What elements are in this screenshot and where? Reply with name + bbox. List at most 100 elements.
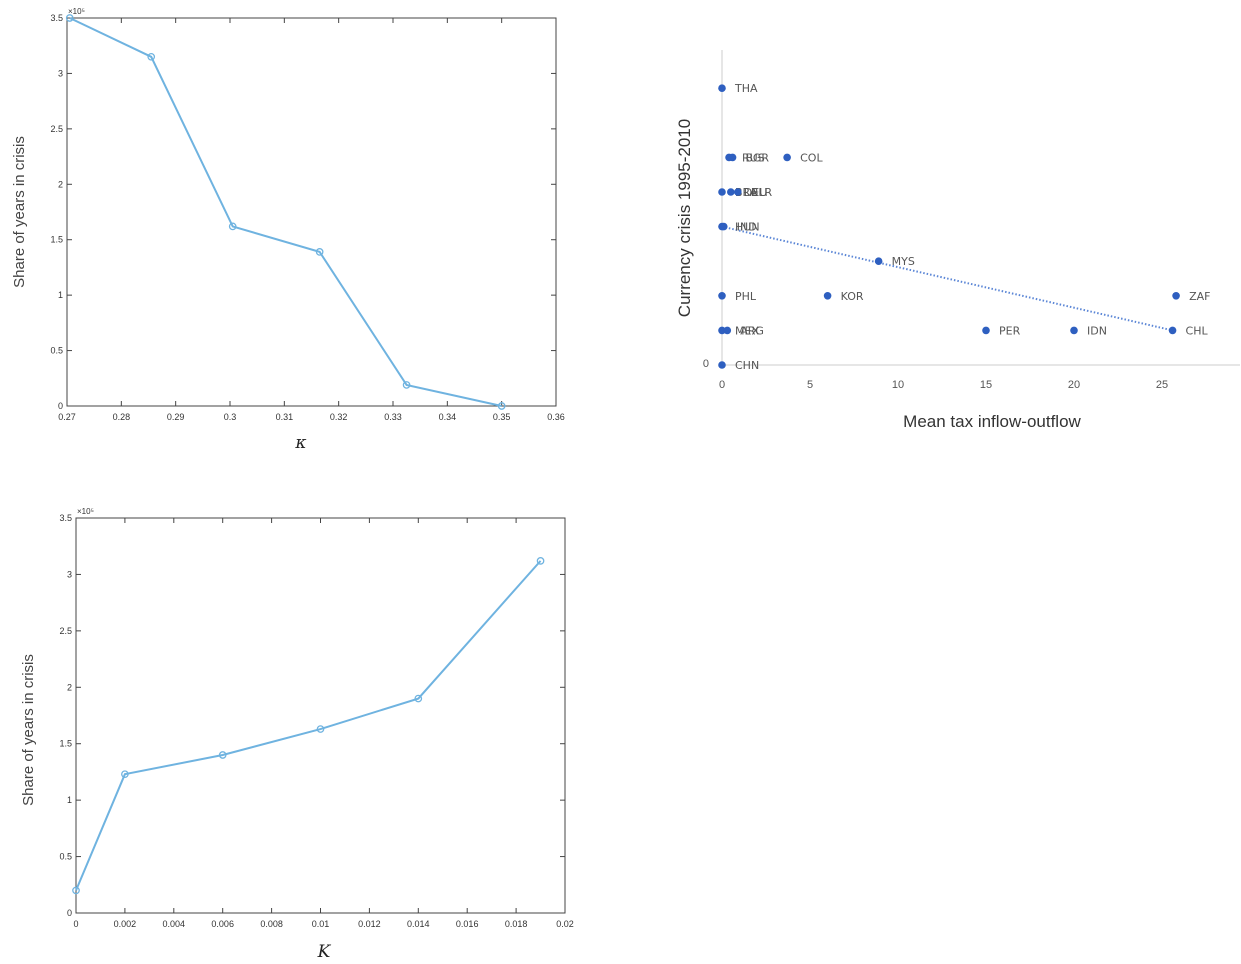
c3-xtick-label-6: 0.012 (358, 919, 381, 929)
c2-point-tha (718, 84, 726, 92)
c3-xtick-label-3: 0.006 (211, 919, 234, 929)
c1-ytick-label-0: 0 (58, 401, 63, 411)
c1-ytick-label-3: 1.5 (50, 235, 63, 245)
c1-series-line (69, 17, 502, 407)
c2-point-zaf (1172, 292, 1180, 300)
c3-xtick-label-8: 0.016 (456, 919, 479, 929)
c2-point-label-col: COL (800, 151, 823, 164)
c2-point-label-chl: CHL (1186, 324, 1209, 337)
c2-point-label-deu: DEU (744, 186, 767, 199)
c1-xtick-label-7: 0.34 (439, 412, 457, 422)
chart3-series (72, 557, 545, 895)
chart2-x-axis-label: Mean tax inflow-outflow (903, 412, 1081, 431)
c3-xtick-label-1: 0.002 (114, 919, 137, 929)
c3-xtick-label-10: 0.02 (556, 919, 574, 929)
c2-point-label-mex: MEX (735, 324, 759, 337)
c3-series-line (75, 560, 542, 891)
c2-point-label-blr: BLR (751, 186, 773, 199)
c1-marker-1 (147, 52, 156, 61)
c1-marker-4 (402, 381, 411, 389)
c2-point-label-per: PER (999, 324, 1021, 337)
chart1-series (65, 14, 506, 410)
c1-marker-5 (497, 402, 506, 410)
c2-point-bgr (728, 153, 737, 162)
c2-point-chn (718, 361, 726, 369)
chart3-y-ticks: 0 0.5 1 1.5 2 2.5 3 3.5 (59, 513, 565, 918)
c1-marker-2 (228, 222, 237, 231)
c3-marker-3 (316, 725, 325, 733)
c3-xtick-label-5: 0.01 (312, 919, 330, 929)
c2-point-label-arg: ARG (740, 324, 764, 337)
c2-point-label-ind: IND (737, 221, 757, 234)
c1-xtick-label-4: 0.31 (276, 412, 294, 422)
c1-xtick-label-0: 0.27 (58, 412, 76, 422)
chart1-plot-frame (66, 17, 557, 407)
c2-point-phl (718, 292, 726, 300)
c3-ytick-label-3: 1.5 (59, 739, 72, 749)
c1-marker-0 (65, 14, 74, 22)
c1-ytick-label-5: 2.5 (50, 124, 63, 134)
c2-point-bra (718, 188, 726, 196)
c2-point-deu (727, 188, 735, 196)
c2-point-label-chn: CHN (735, 359, 759, 372)
chart2-x-ticks: 0 5 10 15 20 25 (719, 379, 1168, 391)
c2-point-label-hun: HUN (735, 221, 760, 234)
c2-point-label-tha: THA (734, 82, 758, 95)
c2-point-label-rus: RUS (742, 151, 765, 164)
c3-ytick-label-0: 0 (67, 908, 72, 918)
c3-xtick-label-9: 0.018 (505, 919, 528, 929)
chart2-y-axis-label: Currency crisis 1995-2010 (675, 119, 694, 317)
c3-ytick-label-2: 1 (67, 795, 72, 805)
chart1-x-axis-label: κ (294, 433, 306, 453)
c1-ytick-label-2: 1 (58, 290, 63, 300)
chart1-y-ticks: 0 0.5 1 1.5 2 2.5 3 3.5 (50, 13, 556, 411)
c3-marker-4 (414, 694, 423, 703)
chart3-x-axis-label: K (317, 942, 332, 962)
c2-point-label-phl: PHL (735, 290, 757, 303)
c2-point-ind (719, 222, 728, 231)
c1-ytick-label-4: 2 (58, 179, 63, 189)
c3-xtick-label-0: 0 (73, 919, 78, 929)
c2-xtick-label-3: 15 (980, 379, 992, 391)
c2-point-blr (734, 188, 742, 196)
c2-xtick-label-4: 20 (1068, 379, 1080, 391)
c2-point-label-bgr: BGR (746, 151, 770, 164)
c1-ytick-label-6: 3 (58, 68, 63, 78)
chart1-y-exponent: ×10⁵ (68, 7, 85, 16)
c3-marker-0 (72, 886, 80, 895)
chart3-x-ticks: 0 0.002 0.004 0.006 0.008 0.01 0.012 0.014 0.016… (73, 518, 574, 929)
chart3-y-exponent: ×10⁵ (77, 507, 94, 516)
c2-point-kor (823, 292, 832, 300)
c2-point-mys (874, 257, 883, 266)
c3-marker-5 (536, 557, 545, 565)
c2-point-chl (1168, 326, 1177, 335)
c3-ytick-label-7: 3.5 (59, 513, 72, 523)
chart1-y-axis-label: Share of years in crisis (11, 136, 28, 288)
c2-point-label-bra: BRA (735, 186, 758, 199)
c3-ytick-label-1: 0.5 (59, 852, 72, 862)
c2-xtick-label-1: 5 (807, 379, 813, 391)
chart3-y-axis-label: Share of years in crisis (20, 654, 37, 806)
c2-trendline-line (721, 225, 1173, 332)
c2-point-mex (718, 326, 726, 335)
c2-point-label-zaf: ZAF (1189, 290, 1210, 303)
c3-xtick-label-7: 0.014 (407, 919, 430, 929)
c3-xtick-label-4: 0.008 (260, 919, 283, 929)
c1-xtick-label-8: 0.35 (493, 412, 511, 422)
c2-point-idn (1070, 326, 1078, 335)
c3-ytick-label-6: 3 (67, 569, 72, 579)
c1-xtick-label-9: 0.36 (547, 412, 565, 422)
c1-xtick-label-5: 0.32 (330, 412, 348, 422)
c2-point-arg (723, 326, 732, 335)
c1-xtick-label-3: 0.3 (224, 412, 237, 422)
c1-ytick-label-1: 0.5 (50, 346, 63, 356)
chart2-y-tick-0: 0 (703, 358, 709, 370)
c2-xtick-label-0: 0 (719, 379, 725, 391)
chart2-trendline (721, 225, 1173, 332)
c2-point-per (982, 326, 990, 335)
c3-ytick-label-4: 2 (67, 682, 72, 692)
